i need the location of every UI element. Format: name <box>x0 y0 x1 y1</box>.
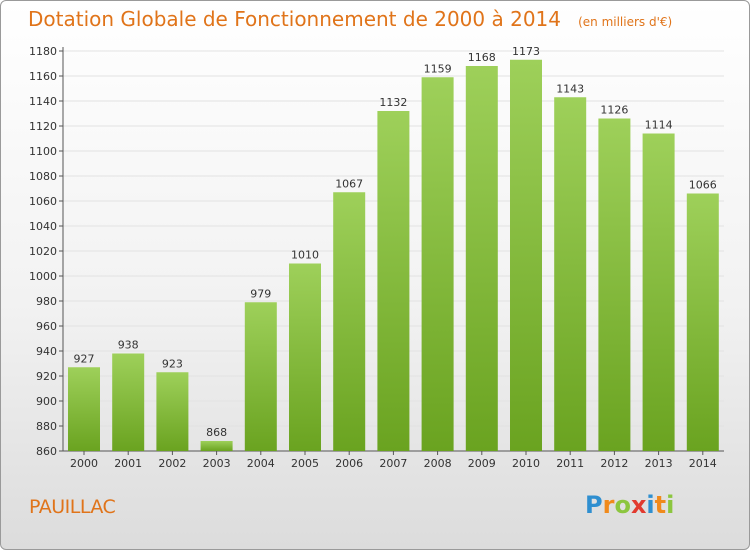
y-tick-label: 1100 <box>29 145 57 158</box>
bar-value-label: 1067 <box>335 177 363 190</box>
bar-value-label: 1173 <box>512 45 540 58</box>
location-label: PAUILLAC <box>29 496 116 518</box>
bar <box>510 59 542 451</box>
bar <box>156 372 189 451</box>
bar <box>465 66 498 451</box>
y-tick-label: 1080 <box>29 170 57 183</box>
y-tick-label: 1140 <box>29 95 57 108</box>
bar-value-label: 979 <box>250 287 271 300</box>
bar <box>68 367 100 451</box>
x-tick-label: 2004 <box>247 457 275 470</box>
chart-unit: (en milliers d'€) <box>578 15 673 29</box>
bar-value-label: 1066 <box>689 179 717 192</box>
logo-letter: x <box>630 491 647 519</box>
logo-letter: P <box>585 491 603 519</box>
bar-value-label: 1132 <box>379 96 407 109</box>
y-tick-label: 880 <box>36 420 57 433</box>
bar-value-label: 938 <box>118 339 139 352</box>
y-tick-label: 1000 <box>29 270 57 283</box>
y-tick-label: 960 <box>36 320 57 333</box>
y-tick-label: 920 <box>36 370 57 383</box>
x-tick-label: 2011 <box>556 457 584 470</box>
bar <box>421 77 454 451</box>
y-tick-label: 900 <box>36 395 57 408</box>
bar <box>112 353 145 451</box>
bar <box>244 302 277 451</box>
x-tick-label: 2001 <box>114 457 142 470</box>
bar-value-label: 1159 <box>424 62 452 75</box>
x-tick-label: 2007 <box>379 457 407 470</box>
bar <box>686 193 719 451</box>
x-tick-label: 2010 <box>512 457 540 470</box>
y-tick-label: 1020 <box>29 245 57 258</box>
bar <box>333 192 366 451</box>
x-tick-label: 2002 <box>158 457 186 470</box>
chart-title: Dotation Globale de Fonctionnement de 20… <box>28 7 561 31</box>
x-tick-label: 2000 <box>70 457 98 470</box>
bar <box>289 263 321 451</box>
y-tick-label: 1040 <box>29 220 57 233</box>
bar <box>554 97 587 451</box>
y-tick-label: 980 <box>36 295 57 308</box>
bar-value-label: 868 <box>206 426 227 439</box>
bar <box>377 111 410 451</box>
proxiti-logo: Proxiti <box>585 491 674 519</box>
logo-letter: o <box>614 491 631 519</box>
bar-value-label: 1126 <box>600 104 628 117</box>
x-tick-label: 2008 <box>424 457 452 470</box>
bar-value-label: 1010 <box>291 249 319 262</box>
x-tick-label: 2003 <box>203 457 231 470</box>
logo-letter: r <box>602 491 615 519</box>
bar-value-label: 1143 <box>556 82 584 95</box>
y-tick-label: 1160 <box>29 70 57 83</box>
bar <box>200 441 233 451</box>
bar-value-label: 923 <box>162 357 183 370</box>
bar-value-label: 1114 <box>645 119 673 132</box>
chart-title-row: Dotation Globale de Fonctionnement de 20… <box>28 7 672 31</box>
logo-letter: t <box>654 491 667 519</box>
y-tick-label: 940 <box>36 345 57 358</box>
x-tick-label: 2012 <box>600 457 628 470</box>
x-tick-label: 2005 <box>291 457 319 470</box>
bar <box>642 133 675 451</box>
x-tick-label: 2013 <box>645 457 673 470</box>
y-tick-label: 1060 <box>29 195 57 208</box>
x-tick-label: 2006 <box>335 457 363 470</box>
y-tick-label: 1180 <box>29 45 57 58</box>
y-tick-label: 1120 <box>29 120 57 133</box>
bar-value-label: 1168 <box>468 51 496 64</box>
bar <box>598 118 631 451</box>
logo-letter: i <box>646 491 655 519</box>
x-tick-label: 2014 <box>689 457 717 470</box>
y-tick-label: 860 <box>36 445 57 458</box>
bar-value-label: 927 <box>74 352 95 365</box>
logo-letter: i <box>666 491 675 519</box>
x-tick-label: 2009 <box>468 457 496 470</box>
